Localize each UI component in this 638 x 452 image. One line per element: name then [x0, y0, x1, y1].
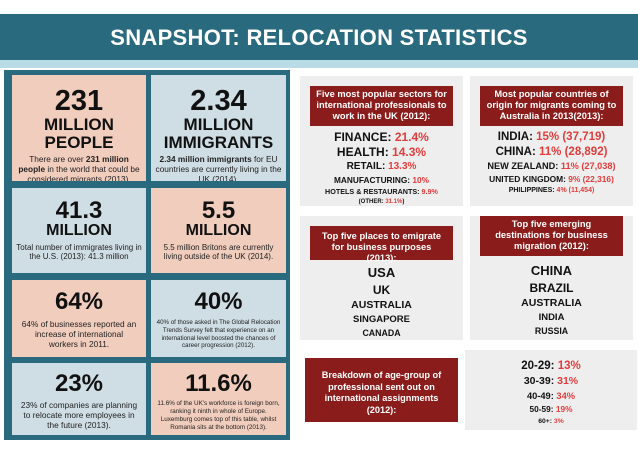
emerging-card: Top five emerging destinations for busin… — [470, 216, 633, 340]
stat-description: 5.5 million Britons are currently living… — [163, 242, 274, 262]
stat-description: 23% of companies are planning to relocat… — [20, 400, 138, 430]
page-title: SNAPSHOT: RELOCATION STATISTICS — [110, 25, 528, 50]
stat-unit: MILLION — [44, 115, 114, 134]
stat-card-23-percent: 23% 23% of companies are planning to rel… — [12, 363, 146, 435]
list-item: CHINA: 11% (28,892) — [495, 146, 608, 158]
list-item: MANUFACTURING: 10% — [334, 175, 429, 185]
list-item: RUSSIA — [534, 326, 569, 336]
list-item: HEALTH: 14.3% — [336, 145, 427, 159]
origins-header: Most popular countries of origin for mig… — [480, 86, 623, 126]
stat-number: 41.3 — [55, 197, 103, 224]
stat-card-64-percent: 64% 64% of businesses reported an increa… — [12, 280, 146, 357]
list-item: AUSTRALIA — [351, 299, 412, 311]
stat-unit: MILLION — [185, 222, 252, 239]
list-item: PHILIPPINES: 4% (11,454) — [508, 187, 595, 194]
stat-number: 5.5 — [201, 197, 236, 224]
emerging-list: CHINA BRAZIL AUSTRALIA INDIA RUSSIA — [470, 262, 633, 338]
list-item: USA — [367, 265, 396, 280]
stat-number: 2.34 — [190, 85, 247, 117]
list-item: HOTELS & RESTAURANTS: 9.9% — [325, 187, 438, 196]
stat-description: 64% of businesses reported an increase o… — [21, 319, 137, 349]
banner-accent-strip — [0, 60, 638, 68]
stat-description: Total number of immigrates living in the… — [16, 242, 142, 262]
list-item: CHINA — [530, 263, 573, 278]
emerging-header: Top five emerging destinations for busin… — [480, 216, 623, 256]
stat-description: 2.34 million immigrants for EU countries… — [155, 153, 282, 181]
sectors-header: Five most popular sectors for internatio… — [310, 86, 453, 126]
stat-number: 231 — [54, 85, 104, 117]
list-item: INDIA — [538, 312, 565, 323]
list-item: 40-49: 34% — [526, 391, 576, 401]
list-item: BRAZIL — [529, 281, 574, 295]
stat-unit: MILLION — [183, 115, 254, 134]
stat-card-5-5-million: 5.5 MILLION 5.5 million Britons are curr… — [151, 188, 286, 273]
stat-number: 23% — [54, 370, 104, 397]
stat-unit-2: PEOPLE — [44, 132, 114, 152]
list-item: CANADA — [362, 328, 401, 338]
list-item: (OTHER: 31.1%) — [358, 199, 405, 205]
stat-card-231-million: 231 MILLION PEOPLE There are over 231 mi… — [12, 75, 146, 181]
sectors-list: FINANCE: 21.4% HEALTH: 14.3% RETAIL: 13.… — [300, 130, 463, 206]
list-item: 60+: 3% — [538, 418, 564, 425]
list-item: 30-39: 31% — [523, 375, 579, 387]
stat-unit: MILLION — [46, 222, 112, 239]
list-item: UNITED KINGDOM: 9% (22,316) — [489, 174, 614, 184]
list-item: INDIA: 15% (37,719) — [497, 131, 606, 143]
list-item: 50-59: 19% — [529, 404, 573, 414]
stat-card-2-34-million: 2.34 MILLION IMMIGRANTS 2.34 million imm… — [151, 75, 286, 181]
stat-unit-2: IMMIGRANTS — [163, 132, 274, 152]
stat-number: 40% — [194, 288, 243, 315]
title-banner: SNAPSHOT: RELOCATION STATISTICS — [0, 14, 638, 60]
emigrate-header: Top five places to emigrate for business… — [310, 226, 453, 263]
stat-card-11-6-percent: 11.6% 11.6% of the UK's workforce is for… — [151, 363, 286, 435]
stat-card-41-3-million: 41.3 MILLION Total number of immigrates … — [12, 188, 146, 273]
list-item: SINGAPORE — [352, 314, 410, 325]
list-item: 20-29: 13% — [521, 360, 581, 372]
stat-description: 40% of those asked in The Global Relocat… — [156, 319, 281, 350]
stat-number: 11.6% — [185, 370, 252, 397]
stat-description: 11.6% of the UK's workforce is foreign b… — [157, 400, 280, 431]
list-item: AUSTRALIA — [521, 297, 582, 309]
stat-description: There are over 231 million people in the… — [18, 153, 140, 181]
list-item: NEW ZEALAND: 11% (27,038) — [487, 161, 616, 171]
list-item: FINANCE: 21.4% — [334, 130, 429, 144]
sectors-card: Five most popular sectors for internatio… — [300, 76, 463, 206]
stat-card-40-percent: 40% 40% of those asked in The Global Rel… — [151, 280, 286, 357]
origins-card: Most popular countries of origin for mig… — [470, 76, 633, 206]
list-item: UK — [372, 283, 391, 297]
origins-list: INDIA: 15% (37,719) CHINA: 11% (28,892) … — [470, 130, 633, 196]
emigrate-list: USA UK AUSTRALIA SINGAPORE CANADA — [300, 264, 463, 340]
age-breakdown-header: Breakdown of age-group of professional s… — [305, 358, 458, 422]
age-breakdown-list: 20-29: 13% 30-39: 31% 40-49: 34% 50-59: … — [465, 350, 637, 430]
stat-number: 64% — [54, 288, 104, 315]
list-item: RETAIL: 13.3% — [346, 161, 417, 172]
emigrate-card: Top five places to emigrate for business… — [300, 216, 463, 340]
